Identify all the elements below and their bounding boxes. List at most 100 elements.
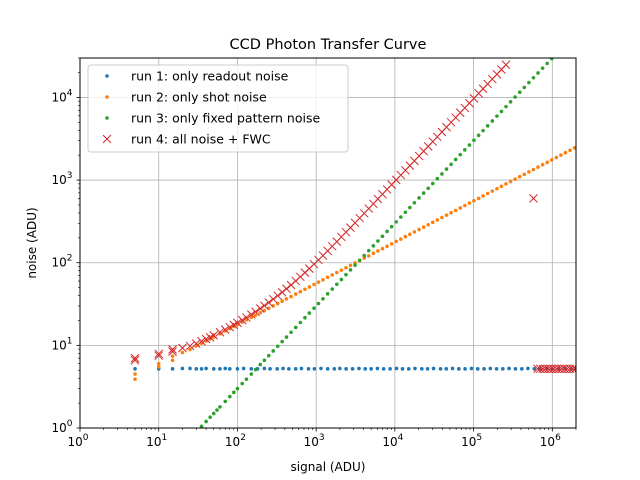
data-point bbox=[303, 315, 307, 320]
series-2 bbox=[133, 146, 576, 381]
data-point bbox=[485, 124, 490, 128]
data-point bbox=[268, 367, 272, 371]
data-point bbox=[298, 320, 303, 325]
data-point bbox=[339, 277, 344, 282]
data-point bbox=[366, 254, 371, 258]
data-point bbox=[513, 177, 517, 181]
data-point bbox=[211, 411, 216, 416]
data-point-x bbox=[260, 301, 269, 311]
data-point bbox=[463, 203, 467, 208]
data-point bbox=[490, 119, 495, 123]
legend-entries: run 1: only readout noise run 2: only sho… bbox=[102, 69, 320, 147]
data-point bbox=[357, 258, 362, 263]
data-point bbox=[293, 367, 298, 371]
data-point bbox=[412, 230, 417, 234]
data-point bbox=[440, 215, 444, 220]
y-tick-label: 101 bbox=[51, 336, 72, 352]
data-point bbox=[568, 148, 572, 153]
data-point bbox=[431, 366, 436, 371]
data-point bbox=[481, 194, 485, 198]
data-point bbox=[389, 224, 394, 229]
data-point bbox=[271, 349, 276, 353]
data-point bbox=[180, 350, 185, 355]
data-point bbox=[312, 306, 316, 310]
data-point bbox=[463, 367, 467, 371]
data-point bbox=[572, 146, 576, 150]
data-point bbox=[463, 148, 467, 152]
data-point-x bbox=[264, 298, 274, 307]
data-point bbox=[350, 367, 355, 371]
data-point bbox=[280, 299, 284, 304]
data-point bbox=[188, 366, 192, 371]
data-point bbox=[376, 249, 380, 253]
data-point bbox=[444, 367, 449, 371]
data-point bbox=[307, 285, 312, 289]
data-point bbox=[258, 310, 263, 315]
data-point bbox=[559, 153, 563, 157]
legend-entry: run 4: all noise + FWC bbox=[102, 132, 271, 147]
legend-box bbox=[87, 64, 349, 153]
data-point bbox=[476, 133, 481, 138]
chart-title: CCD Photon Transfer Curve bbox=[230, 37, 427, 53]
data-point bbox=[223, 366, 228, 371]
data-point bbox=[403, 234, 408, 239]
data-point bbox=[444, 213, 449, 217]
data-point bbox=[549, 58, 554, 61]
data-point bbox=[271, 304, 276, 308]
data-point bbox=[156, 365, 161, 369]
data-point bbox=[399, 237, 403, 241]
data-point bbox=[425, 367, 430, 371]
data-point bbox=[319, 366, 323, 371]
data-point-x bbox=[282, 284, 291, 294]
data-point bbox=[344, 265, 348, 270]
data-point bbox=[287, 367, 291, 371]
data-point-x bbox=[191, 339, 201, 348]
data-point bbox=[531, 75, 536, 80]
data-point bbox=[549, 158, 554, 162]
data-point-x bbox=[168, 347, 177, 356]
data-point bbox=[381, 367, 386, 371]
data-point bbox=[450, 366, 455, 371]
data-point bbox=[457, 367, 461, 371]
data-point bbox=[527, 170, 531, 174]
data-point bbox=[467, 143, 472, 147]
data-point bbox=[357, 366, 361, 371]
data-point bbox=[253, 313, 258, 317]
data-point bbox=[472, 198, 476, 203]
data-point bbox=[339, 268, 344, 272]
legend: run 1: only readout noise run 2: only sho… bbox=[87, 64, 349, 153]
data-point bbox=[293, 325, 298, 330]
data-point bbox=[417, 227, 421, 232]
data-point-x bbox=[178, 343, 187, 353]
data-point bbox=[458, 152, 463, 157]
data-point bbox=[218, 367, 222, 371]
data-point bbox=[215, 408, 219, 412]
data-point bbox=[366, 248, 371, 253]
data-point bbox=[240, 381, 245, 386]
data-point bbox=[435, 218, 440, 222]
data-point bbox=[517, 90, 522, 94]
data-point-x bbox=[209, 331, 219, 340]
data-point bbox=[180, 366, 185, 371]
data-point bbox=[545, 160, 549, 165]
legend-marker bbox=[105, 116, 109, 120]
data-point bbox=[223, 399, 228, 404]
data-point bbox=[363, 367, 368, 371]
data-point bbox=[298, 289, 303, 294]
legend-entry: run 2: only shot noise bbox=[105, 90, 267, 105]
data-point bbox=[495, 114, 499, 118]
data-point-x bbox=[185, 341, 195, 351]
x-tick-label: 101 bbox=[146, 433, 167, 449]
data-point bbox=[440, 172, 444, 176]
data-point bbox=[499, 184, 504, 189]
data-point bbox=[394, 239, 399, 244]
y-tick-label: 103 bbox=[51, 171, 72, 187]
data-point bbox=[408, 232, 412, 237]
data-point bbox=[321, 278, 325, 282]
data-point bbox=[371, 244, 376, 248]
legend-marker bbox=[102, 134, 112, 144]
data-point bbox=[430, 220, 435, 225]
data-point bbox=[170, 354, 175, 358]
data-point bbox=[335, 282, 339, 287]
data-point bbox=[394, 366, 399, 371]
